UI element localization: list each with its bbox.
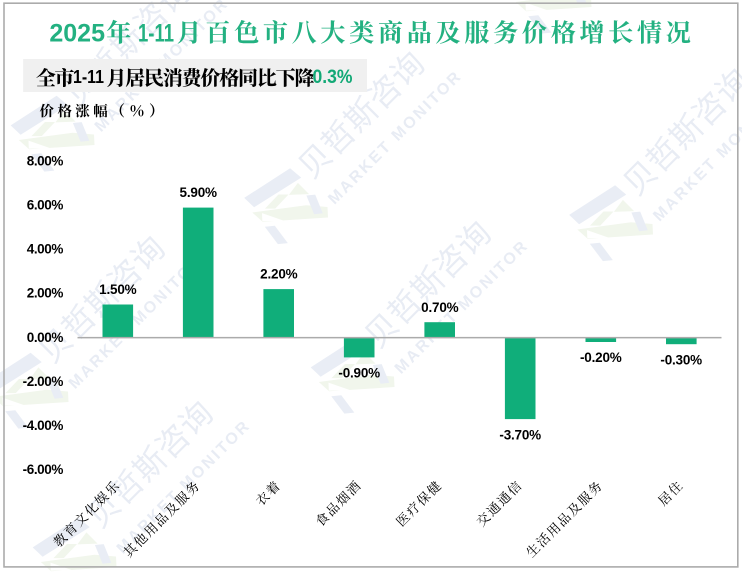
svg-text:-0.90%: -0.90% <box>338 366 380 381</box>
svg-text:0.3%: 0.3% <box>313 67 353 88</box>
svg-text:1-11: 1-11 <box>73 67 104 87</box>
svg-text:2.00%: 2.00% <box>27 286 64 301</box>
svg-text:-6.00%: -6.00% <box>23 462 64 477</box>
svg-text:0.00%: 0.00% <box>27 330 64 345</box>
svg-text:0.70%: 0.70% <box>421 300 458 315</box>
svg-text:6.00%: 6.00% <box>27 198 64 213</box>
svg-text:-4.00%: -4.00% <box>23 418 64 433</box>
svg-text:-2.00%: -2.00% <box>23 374 64 389</box>
svg-text:1-11: 1-11 <box>138 20 174 48</box>
svg-text:2.20%: 2.20% <box>260 267 297 282</box>
svg-text:-3.70%: -3.70% <box>499 427 541 442</box>
svg-text:-0.20%: -0.20% <box>580 350 622 365</box>
svg-text:5.90%: 5.90% <box>180 185 217 200</box>
svg-text:-0.30%: -0.30% <box>660 352 702 367</box>
svg-text:8.00%: 8.00% <box>27 154 64 169</box>
svg-text:2025: 2025 <box>49 20 105 48</box>
svg-text:1.50%: 1.50% <box>99 282 136 297</box>
svg-text:4.00%: 4.00% <box>27 242 64 257</box>
